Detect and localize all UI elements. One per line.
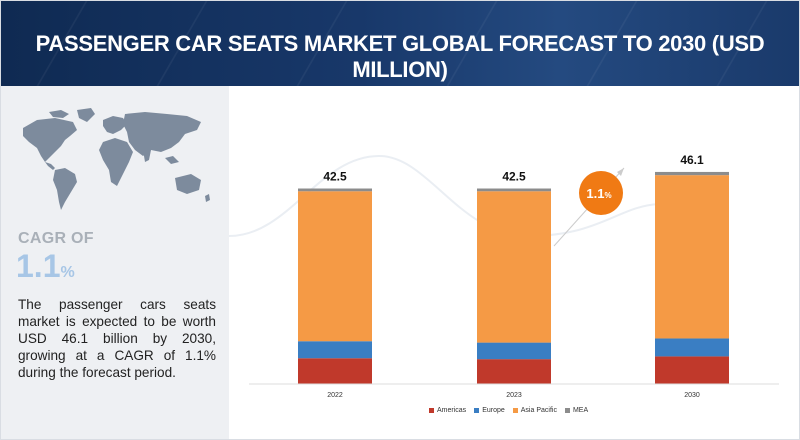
header-banner: PASSENGER CAR SEATS MARKET GLOBAL FORECA… [1,1,799,86]
bar-2022-asia-pacific [298,191,372,342]
cagr-label: CAGR OF [18,230,94,247]
legend-swatch [474,408,480,413]
bar-2023-asia-pacific [477,191,551,343]
bar-2022-europe [298,341,372,359]
badge-value: 1.1 [586,186,604,201]
total-label-2023: 42.5 [502,170,526,184]
info-panel: CAGR OF 1.1% The passenger cars seats ma… [1,86,229,439]
badge-unit: % [604,191,611,200]
legend-label: Asia Pacific [520,407,557,414]
legend-label: MEA [572,407,589,414]
bar-2030-asia-pacific [655,175,729,339]
x-tick-label-2022: 2022 [327,392,343,399]
cagr-unit: % [60,264,75,281]
bar-2022-americas [298,358,372,384]
bar-2023-americas [477,359,551,384]
legend-label: Europe [482,407,505,414]
legend-item-mea: MEA [564,407,589,414]
bar-2030-mea [655,171,729,176]
summary-text: The passenger cars seats market is expec… [18,297,216,380]
growth-badge: 1.1% [579,171,623,215]
bar-2023-mea [477,188,551,192]
legend-item-europe: Europe [474,407,505,414]
cagr-number: 1.1 [16,248,61,284]
page-title: PASSENGER CAR SEATS MARKET GLOBAL FORECA… [35,31,765,82]
legend-swatch [512,408,518,413]
bar-2030-europe [655,338,729,357]
legend-item-americas: Americas [429,407,466,414]
x-tick-label-2030: 2030 [684,392,700,399]
world-map-icon [23,108,210,210]
bar-2022-mea [298,188,372,192]
svg-text:1.1%: 1.1% [586,186,611,201]
cagr-value: 1.1% [16,248,75,285]
legend-label: Americas [437,407,467,414]
growth-arrow-head [617,168,624,176]
legend-item-asia-pacific: Asia Pacific [512,407,557,414]
chart-area: 42.5 2022 42.5 2023 46.1 2030 1.1% Americas Eu… [229,86,799,439]
x-tick-label-2023: 2023 [506,392,522,399]
total-label-2030: 46.1 [680,153,704,167]
legend-swatch [564,408,570,413]
bar-2030-americas [655,356,729,384]
stacked-bar-chart: 42.5 2022 42.5 2023 46.1 2030 1.1% [229,153,779,399]
bar-2023-europe [477,342,551,360]
total-label-2022: 42.5 [323,170,347,184]
chart-legend: Americas Europe Asia Pacific MEA [429,407,588,414]
legend-swatch [429,408,434,413]
